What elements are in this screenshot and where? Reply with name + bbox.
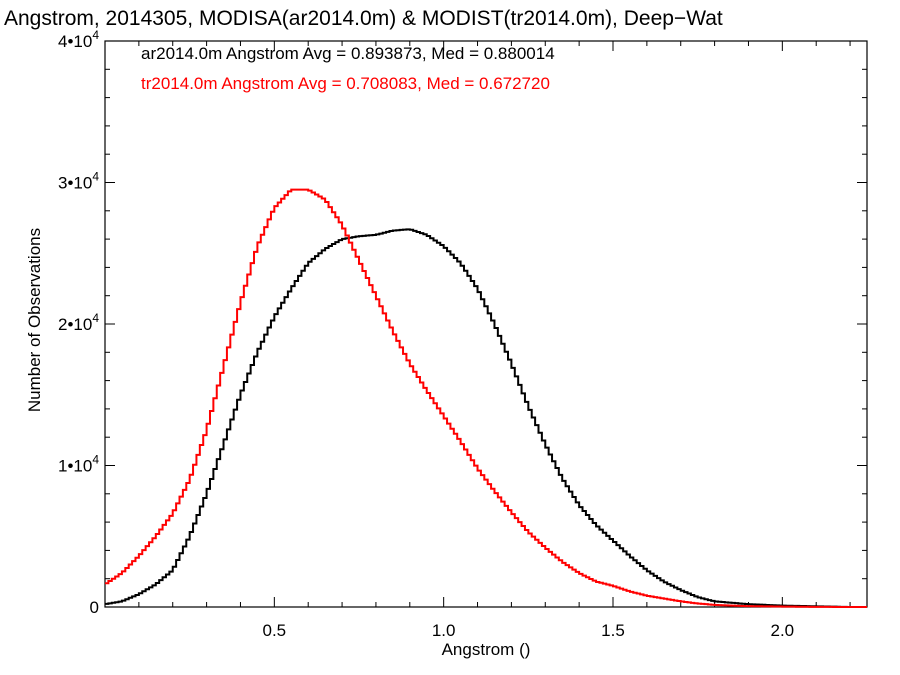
plot-frame xyxy=(104,40,868,608)
stats-annotation: tr2014.0m Angstrom Avg = 0.708083, Med =… xyxy=(141,74,550,93)
y-tick-base: 0 xyxy=(90,598,99,617)
y-tick-exponent: 4 xyxy=(92,453,99,467)
stats-annotation: ar2014.0m Angstrom Avg = 0.893873, Med =… xyxy=(141,44,555,63)
y-tick-exponent: 4 xyxy=(92,28,99,42)
series-line-1 xyxy=(105,188,867,608)
x-tick-label: 2.0 xyxy=(771,621,795,640)
x-tick-label: 0.5 xyxy=(263,621,287,640)
y-tick-label: 3•104 xyxy=(58,170,99,193)
y-tick-exponent: 4 xyxy=(92,311,99,325)
y-tick-label: 2•104 xyxy=(58,311,99,334)
y-tick-label: 4•104 xyxy=(58,28,99,51)
x-tick-label: 1.5 xyxy=(601,621,625,640)
y-tick-base: 2•10 xyxy=(58,315,92,334)
y-tick-base: 4•10 xyxy=(58,32,92,51)
series-lines xyxy=(105,188,867,608)
x-tick-label: 1.0 xyxy=(432,621,456,640)
y-tick-base: 1•10 xyxy=(58,457,92,476)
y-tick-exponent: 4 xyxy=(92,170,99,184)
chart-title: Angstrom, 2014305, MODISA(ar2014.0m) & M… xyxy=(4,7,723,30)
x-axis-label: Angstrom () xyxy=(442,640,531,659)
annotations: ar2014.0m Angstrom Avg = 0.893873, Med =… xyxy=(141,44,555,93)
y-tick-base: 3•10 xyxy=(58,174,92,193)
y-axis-label: Number of Observations xyxy=(25,228,44,412)
y-tick-label: 0 xyxy=(90,598,99,617)
series-line-0 xyxy=(105,228,867,608)
y-tick-label: 1•104 xyxy=(58,453,99,476)
